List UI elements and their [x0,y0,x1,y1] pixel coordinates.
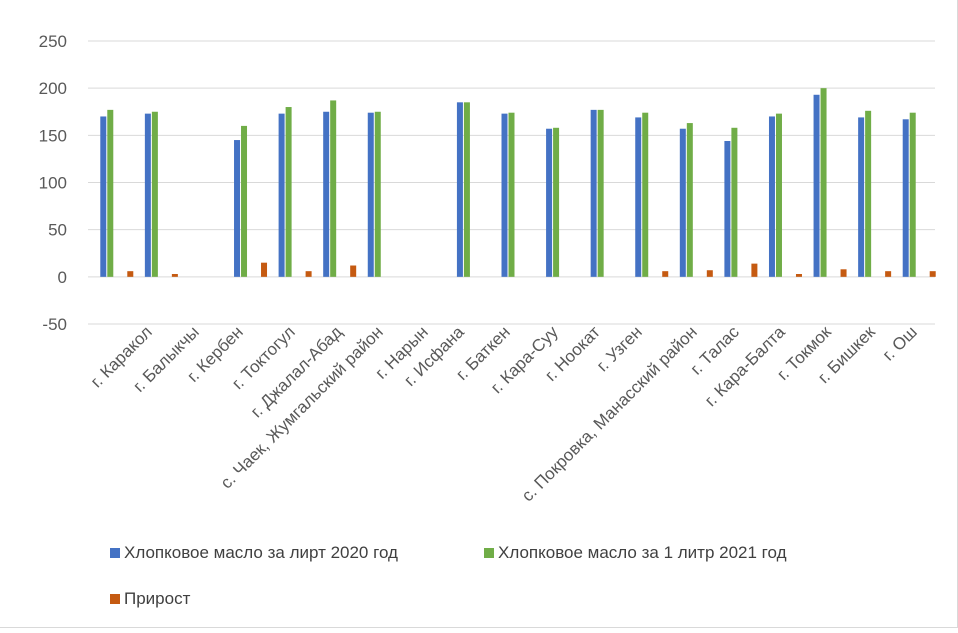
bar-series-3 [929,271,936,277]
bar-series-2 [330,100,337,277]
x-category-label: с. Чаек, Жумгальский район [217,322,387,492]
bar-series-1 [590,109,597,277]
bar-series-2 [642,112,649,277]
bar-series-1 [144,113,151,277]
legend-label: Хлопковое масло за 1 литр 2021 год [498,543,787,562]
legend: Хлопковое масло за лирт 2020 год Хлопково… [110,543,787,608]
bar-series-3 [305,271,312,277]
bar-series-3 [171,274,178,277]
bar-series-2 [463,102,470,277]
bar-series-1 [234,140,241,277]
bar-series-2 [107,109,114,277]
y-tick-label: 150 [39,126,67,145]
x-category-label: г. Кара-Балта [701,322,789,410]
bar-series-2 [374,111,381,277]
bar-series-2 [775,113,782,277]
bar-series-1 [367,112,374,277]
bar-series-3 [751,263,758,277]
y-tick-label: 200 [39,79,67,98]
bar-series-2 [553,127,560,277]
bar-series-1 [546,128,553,277]
bar-series-2 [241,125,248,277]
bar-series-2 [508,112,515,277]
bar-series-2 [909,112,916,277]
bar-series-3 [127,271,134,277]
bar-series-1 [456,102,463,277]
bar-series-1 [813,94,820,277]
y-tick-label: 100 [39,174,67,193]
bar-series-1 [679,128,686,277]
legend-label: Хлопковое масло за лирт 2020 год [124,543,398,562]
bar-series-3 [261,262,268,277]
bars [100,88,936,277]
bar-series-2 [285,107,292,277]
x-category-label: г. Ош [879,322,921,364]
bar-series-1 [724,140,731,277]
bar-series-3 [885,271,892,277]
legend-swatch [110,548,120,558]
y-tick-label: 50 [48,221,67,240]
bar-series-2 [865,110,872,277]
legend-swatch [110,594,120,604]
bar-series-2 [151,111,158,277]
bar-series-1 [858,117,865,277]
bar-series-1 [768,116,775,277]
bar-series-1 [100,116,107,277]
x-category-label: г. Узген [593,322,646,375]
bar-series-2 [731,127,738,277]
bar-series-1 [635,117,642,277]
bar-series-2 [820,88,827,277]
bar-series-1 [902,119,909,277]
legend-label: Прирост [124,589,191,608]
bar-series-1 [278,113,285,277]
bar-series-1 [323,111,330,277]
y-tick-label: -50 [42,315,67,334]
bar-series-2 [597,109,604,277]
bar-series-3 [795,274,802,277]
bar-series-3 [350,265,357,277]
y-axis-ticks: 250 200 150 100 50 0 -50 [39,32,67,334]
bar-series-3 [662,271,669,277]
y-tick-label: 250 [39,32,67,51]
y-tick-label: 0 [58,268,67,287]
bar-series-3 [706,270,713,277]
bar-series-2 [686,123,693,277]
legend-swatch [484,548,494,558]
bar-series-1 [501,113,508,277]
bar-series-3 [840,269,847,277]
